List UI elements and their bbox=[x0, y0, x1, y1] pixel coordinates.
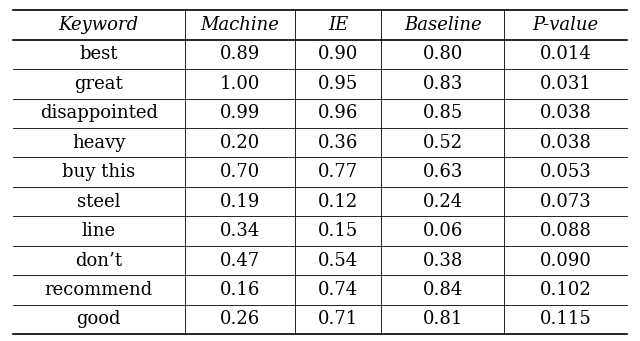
Text: recommend: recommend bbox=[45, 281, 153, 299]
Text: 0.52: 0.52 bbox=[423, 134, 463, 152]
Text: Keyword: Keyword bbox=[59, 16, 139, 34]
Text: 0.54: 0.54 bbox=[318, 252, 358, 269]
Text: good: good bbox=[77, 310, 121, 328]
Text: 0.70: 0.70 bbox=[220, 163, 260, 181]
Text: buy this: buy this bbox=[62, 163, 136, 181]
Text: 0.038: 0.038 bbox=[540, 104, 592, 122]
Text: 0.95: 0.95 bbox=[318, 75, 358, 93]
Text: 0.77: 0.77 bbox=[318, 163, 358, 181]
Text: 0.12: 0.12 bbox=[318, 193, 358, 211]
Text: 0.85: 0.85 bbox=[423, 104, 463, 122]
Text: 1.00: 1.00 bbox=[220, 75, 260, 93]
Text: 0.84: 0.84 bbox=[423, 281, 463, 299]
Text: P-value: P-value bbox=[532, 16, 599, 34]
Text: 0.24: 0.24 bbox=[423, 193, 463, 211]
Text: steel: steel bbox=[77, 193, 120, 211]
Text: 0.81: 0.81 bbox=[422, 310, 463, 328]
Text: 0.031: 0.031 bbox=[540, 75, 592, 93]
Text: 0.63: 0.63 bbox=[422, 163, 463, 181]
Text: 0.34: 0.34 bbox=[220, 222, 260, 240]
Text: 0.80: 0.80 bbox=[422, 45, 463, 63]
Text: 0.83: 0.83 bbox=[422, 75, 463, 93]
Text: 0.102: 0.102 bbox=[540, 281, 591, 299]
Text: 0.19: 0.19 bbox=[220, 193, 260, 211]
Text: line: line bbox=[82, 222, 116, 240]
Text: 0.96: 0.96 bbox=[318, 104, 358, 122]
Text: 0.073: 0.073 bbox=[540, 193, 591, 211]
Text: 0.038: 0.038 bbox=[540, 134, 592, 152]
Text: great: great bbox=[74, 75, 123, 93]
Text: don’t: don’t bbox=[76, 252, 122, 269]
Text: 0.06: 0.06 bbox=[422, 222, 463, 240]
Text: 0.15: 0.15 bbox=[318, 222, 358, 240]
Text: 0.89: 0.89 bbox=[220, 45, 260, 63]
Text: 0.088: 0.088 bbox=[540, 222, 592, 240]
Text: disappointed: disappointed bbox=[40, 104, 158, 122]
Text: 0.16: 0.16 bbox=[220, 281, 260, 299]
Text: 0.053: 0.053 bbox=[540, 163, 591, 181]
Text: IE: IE bbox=[328, 16, 349, 34]
Text: Baseline: Baseline bbox=[404, 16, 482, 34]
Text: heavy: heavy bbox=[72, 134, 125, 152]
Text: 0.47: 0.47 bbox=[220, 252, 260, 269]
Text: best: best bbox=[79, 45, 118, 63]
Text: 0.71: 0.71 bbox=[318, 310, 358, 328]
Text: 0.38: 0.38 bbox=[422, 252, 463, 269]
Text: 0.014: 0.014 bbox=[540, 45, 591, 63]
Text: Machine: Machine bbox=[201, 16, 280, 34]
Text: 0.20: 0.20 bbox=[220, 134, 260, 152]
Text: 0.99: 0.99 bbox=[220, 104, 260, 122]
Text: 0.90: 0.90 bbox=[318, 45, 358, 63]
Text: 0.74: 0.74 bbox=[318, 281, 358, 299]
Text: 0.26: 0.26 bbox=[220, 310, 260, 328]
Text: 0.115: 0.115 bbox=[540, 310, 591, 328]
Text: 0.36: 0.36 bbox=[318, 134, 358, 152]
Text: 0.090: 0.090 bbox=[540, 252, 592, 269]
